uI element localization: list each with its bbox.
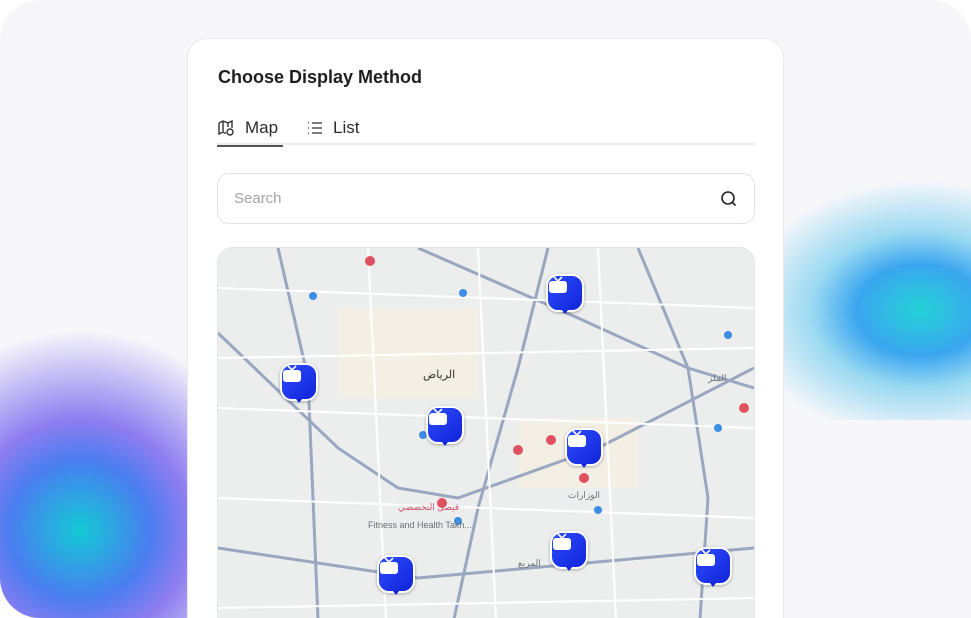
tv-icon bbox=[553, 533, 571, 550]
map-marker[interactable] bbox=[426, 406, 464, 446]
map-marker[interactable] bbox=[694, 547, 732, 587]
map-label: الملز bbox=[708, 373, 727, 383]
tv-icon bbox=[429, 408, 447, 425]
tv-icon bbox=[549, 276, 567, 293]
tab-bar: Map List bbox=[217, 111, 755, 147]
search-icon[interactable] bbox=[720, 190, 738, 208]
tab-map[interactable]: Map bbox=[217, 111, 283, 147]
map-marker[interactable] bbox=[550, 531, 588, 571]
tv-icon bbox=[380, 557, 398, 574]
map-icon bbox=[218, 119, 234, 136]
map-marker[interactable] bbox=[280, 363, 318, 403]
map-marker[interactable] bbox=[377, 555, 415, 595]
map-label: الوزارات bbox=[568, 490, 601, 500]
map-view[interactable]: الرياض Fitness and Health Takh... فيصل ا… bbox=[217, 247, 755, 618]
map-marker[interactable] bbox=[546, 274, 584, 314]
tv-icon bbox=[568, 430, 586, 447]
tv-icon bbox=[283, 365, 301, 382]
tv-icon bbox=[697, 549, 715, 566]
search-field bbox=[217, 173, 755, 224]
map-label: فيصل التخصصي bbox=[398, 502, 460, 512]
map-label: المربع bbox=[518, 558, 541, 568]
tab-list-label: List bbox=[333, 118, 360, 137]
map-label: Fitness and Health Takh... bbox=[368, 520, 472, 530]
display-method-card: Choose Display Method Map List bbox=[187, 38, 784, 618]
tab-map-label: Map bbox=[245, 118, 279, 137]
decorative-gradient bbox=[760, 180, 971, 420]
list-icon bbox=[308, 122, 322, 134]
map-marker[interactable] bbox=[565, 428, 603, 468]
map-roads bbox=[218, 248, 754, 618]
map-label: الرياض bbox=[423, 369, 456, 381]
page-title: Choose Display Method bbox=[218, 67, 423, 87]
tab-list[interactable]: List bbox=[307, 111, 359, 145]
search-input[interactable] bbox=[234, 190, 720, 207]
